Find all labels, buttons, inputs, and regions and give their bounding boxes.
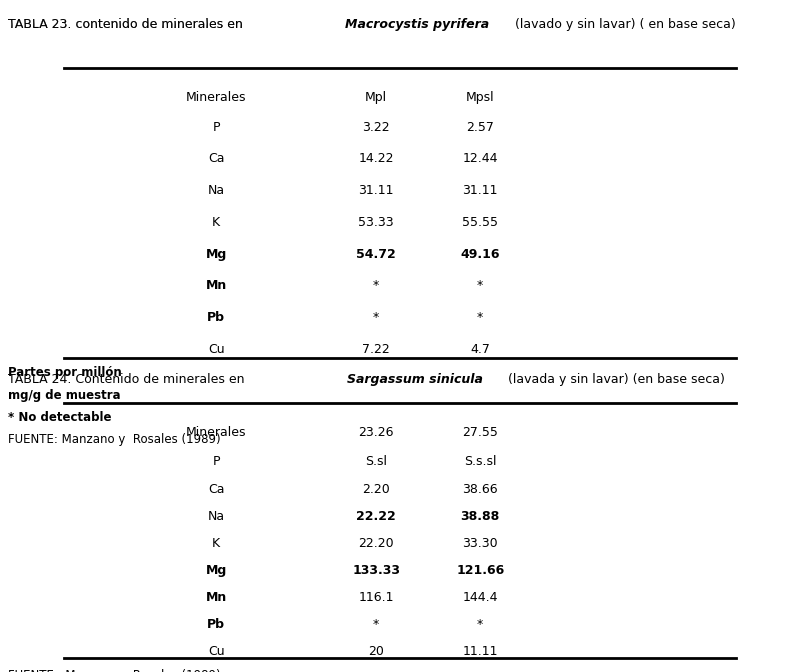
Text: Macrocystis pyrifera: Macrocystis pyrifera — [345, 17, 489, 31]
Text: 133.33: 133.33 — [352, 564, 400, 577]
Text: *: * — [373, 311, 380, 324]
Text: Mpl: Mpl — [365, 91, 387, 104]
Text: FUENTE: Manzano y  Rosales (1989): FUENTE: Manzano y Rosales (1989) — [8, 433, 220, 446]
Text: 2.57: 2.57 — [466, 120, 494, 134]
Text: P: P — [212, 455, 220, 468]
Text: Sargassum sinicula: Sargassum sinicula — [347, 374, 482, 386]
Text: 33.30: 33.30 — [462, 537, 498, 550]
Text: *: * — [477, 311, 484, 324]
Text: *: * — [373, 618, 380, 631]
Text: Mpsl: Mpsl — [466, 91, 494, 104]
Text: S.sl: S.sl — [365, 455, 387, 468]
Text: *: * — [477, 618, 484, 631]
Text: 22.22: 22.22 — [356, 510, 396, 523]
Text: 116.1: 116.1 — [359, 591, 394, 604]
Text: Minerales: Minerales — [186, 426, 247, 439]
Text: Cu: Cu — [207, 645, 224, 658]
Text: TABLA 23. contenido de minerales en Macrocystis pyrifera: TABLA 23. contenido de minerales en Macr… — [8, 17, 372, 31]
Text: Ca: Ca — [208, 153, 224, 165]
Text: TABLA 23. contenido de minerales en: TABLA 23. contenido de minerales en — [8, 17, 247, 31]
Text: 31.11: 31.11 — [359, 184, 394, 197]
Text: 54.72: 54.72 — [356, 247, 396, 261]
Text: 144.4: 144.4 — [462, 591, 498, 604]
Text: 3.22: 3.22 — [362, 120, 390, 134]
Text: *: * — [373, 280, 380, 292]
Text: Mg: Mg — [206, 564, 227, 577]
Text: Na: Na — [207, 184, 225, 197]
Text: Pb: Pb — [207, 311, 225, 324]
Text: 7.22: 7.22 — [362, 343, 390, 356]
Text: 11.11: 11.11 — [462, 645, 498, 658]
Text: P: P — [212, 120, 220, 134]
Text: 38.88: 38.88 — [461, 510, 500, 523]
Text: 12.44: 12.44 — [462, 153, 498, 165]
Text: 27.55: 27.55 — [462, 426, 498, 439]
Text: 55.55: 55.55 — [462, 216, 498, 229]
Text: Mn: Mn — [206, 591, 227, 604]
Text: 49.16: 49.16 — [461, 247, 500, 261]
Text: Pb: Pb — [207, 618, 225, 631]
Text: K: K — [212, 537, 220, 550]
Text: 23.26: 23.26 — [359, 426, 394, 439]
Text: 2.20: 2.20 — [362, 483, 390, 496]
Text: FUENTE:  Manzano y Rosales (1989): FUENTE: Manzano y Rosales (1989) — [8, 669, 220, 672]
Text: TABLA 24. Contenido de minerales en: TABLA 24. Contenido de minerales en — [8, 374, 248, 386]
Text: 14.22: 14.22 — [359, 153, 394, 165]
Text: S.s.sl: S.s.sl — [464, 455, 497, 468]
Text: Na: Na — [207, 510, 225, 523]
Text: Mn: Mn — [206, 280, 227, 292]
Text: Partes por millón: Partes por millón — [8, 366, 122, 380]
Text: Mg: Mg — [206, 247, 227, 261]
Text: * No detectable: * No detectable — [8, 411, 111, 424]
Text: Ca: Ca — [208, 483, 224, 496]
Text: Cu: Cu — [207, 343, 224, 356]
Text: 38.66: 38.66 — [462, 483, 498, 496]
Text: 20: 20 — [368, 645, 384, 658]
Text: 53.33: 53.33 — [358, 216, 394, 229]
Text: *: * — [477, 280, 484, 292]
Text: Minerales: Minerales — [186, 91, 247, 104]
Text: (lavado y sin lavar) ( en base seca): (lavado y sin lavar) ( en base seca) — [511, 17, 736, 31]
Text: K: K — [212, 216, 220, 229]
Text: 31.11: 31.11 — [462, 184, 498, 197]
Text: mg/g de muestra: mg/g de muestra — [8, 388, 121, 402]
Text: 4.7: 4.7 — [470, 343, 490, 356]
Text: (lavada y sin lavar) (en base seca): (lavada y sin lavar) (en base seca) — [505, 374, 726, 386]
Text: 22.20: 22.20 — [358, 537, 394, 550]
Text: 121.66: 121.66 — [456, 564, 505, 577]
Text: TABLA 23. contenido de minerales en: TABLA 23. contenido de minerales en — [8, 17, 247, 31]
